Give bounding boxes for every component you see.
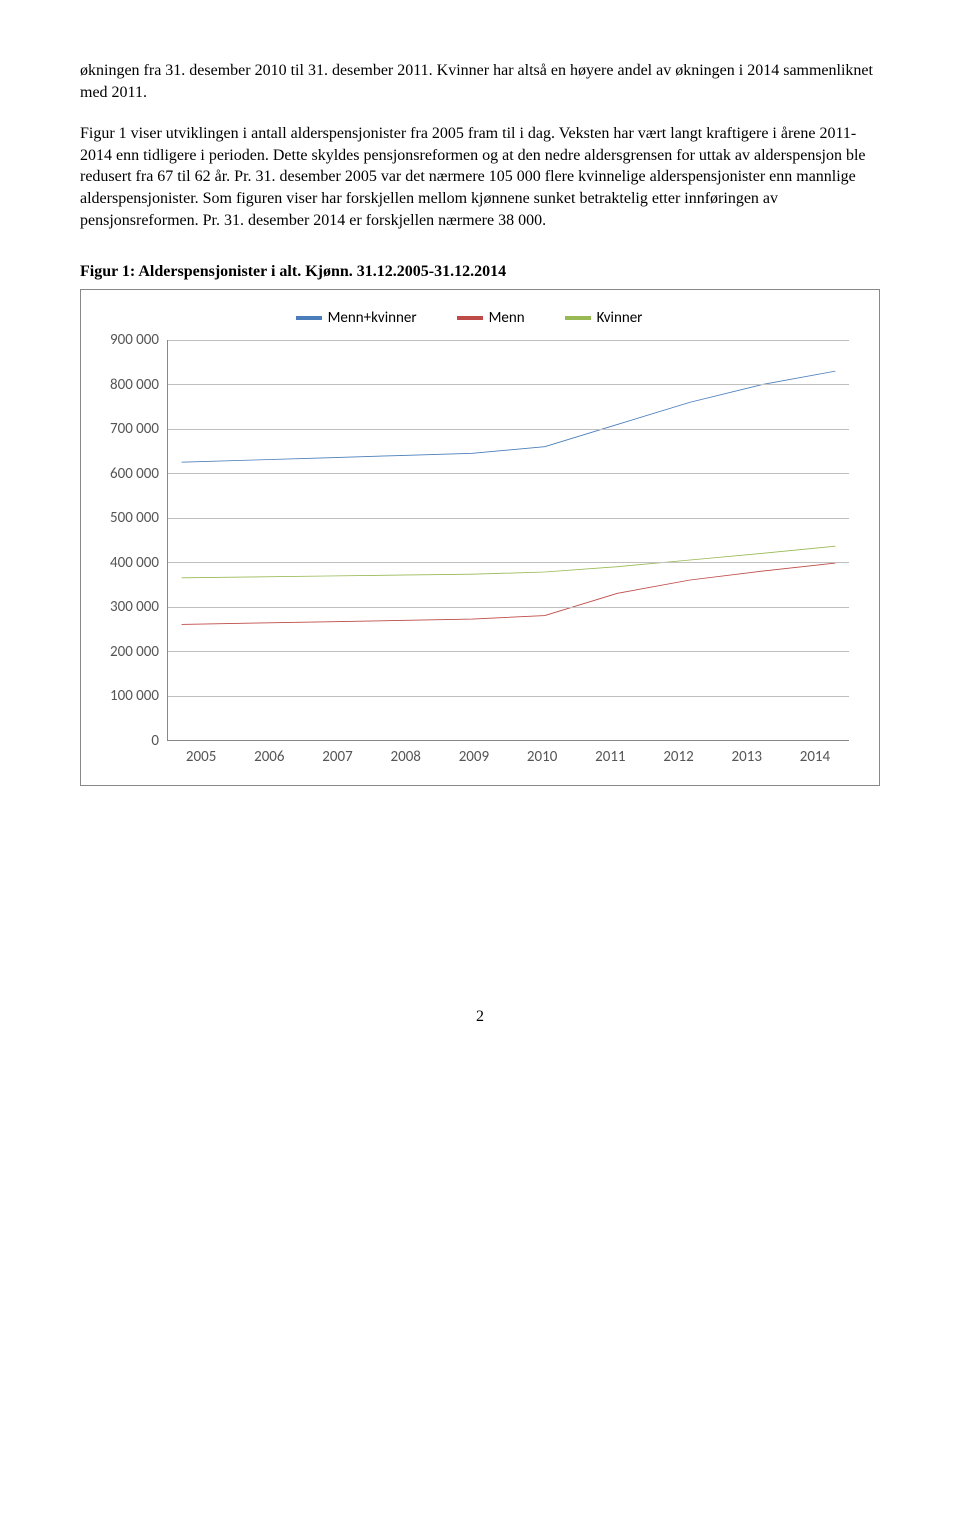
legend-swatch	[565, 316, 591, 320]
grid-line	[168, 429, 849, 430]
grid-line	[168, 340, 849, 341]
x-tick-label: 2007	[303, 747, 371, 767]
x-tick-label: 2014	[781, 747, 849, 767]
page-number: 2	[80, 1006, 880, 1028]
plot-area	[167, 340, 849, 741]
paragraph-1: økningen fra 31. desember 2010 til 31. d…	[80, 60, 880, 103]
series-menn	[182, 563, 836, 624]
line-chart: Menn+kvinner Menn Kvinner 900 000800 000…	[80, 289, 880, 787]
chart-legend: Menn+kvinner Menn Kvinner	[89, 308, 849, 328]
legend-swatch	[457, 316, 483, 320]
grid-line	[168, 384, 849, 385]
x-tick-label: 2009	[440, 747, 508, 767]
legend-item-total: Menn+kvinner	[296, 308, 417, 328]
x-tick-label: 2006	[235, 747, 303, 767]
grid-line	[168, 651, 849, 652]
grid-line	[168, 473, 849, 474]
legend-swatch	[296, 316, 322, 320]
legend-item-kvinner: Kvinner	[565, 308, 643, 328]
x-tick-label: 2005	[167, 747, 235, 767]
x-tick-label: 2011	[576, 747, 644, 767]
legend-item-menn: Menn	[457, 308, 525, 328]
grid-line	[168, 696, 849, 697]
x-tick-label: 2012	[644, 747, 712, 767]
grid-line	[168, 607, 849, 608]
paragraph-2: Figur 1 viser utviklingen i antall alder…	[80, 123, 880, 231]
line-svg	[168, 340, 849, 740]
grid-line	[168, 562, 849, 563]
y-axis: 900 000800 000700 000600 000500 000400 0…	[89, 340, 167, 741]
legend-label: Menn	[489, 308, 525, 328]
x-axis: 2005200620072008200920102011201220132014	[167, 747, 849, 767]
legend-label: Kvinner	[597, 308, 643, 328]
grid-line	[168, 518, 849, 519]
x-tick-label: 2013	[713, 747, 781, 767]
x-tick-label: 2008	[372, 747, 440, 767]
plot-row: 900 000800 000700 000600 000500 000400 0…	[89, 340, 849, 741]
legend-label: Menn+kvinner	[328, 308, 417, 328]
figure-title: Figur 1: Alderspensjonister i alt. Kjønn…	[80, 261, 880, 283]
x-tick-label: 2010	[508, 747, 576, 767]
